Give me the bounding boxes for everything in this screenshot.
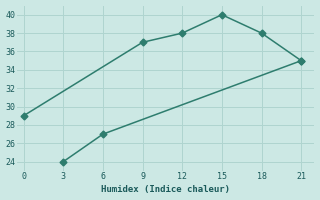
X-axis label: Humidex (Indice chaleur): Humidex (Indice chaleur) [101, 185, 230, 194]
